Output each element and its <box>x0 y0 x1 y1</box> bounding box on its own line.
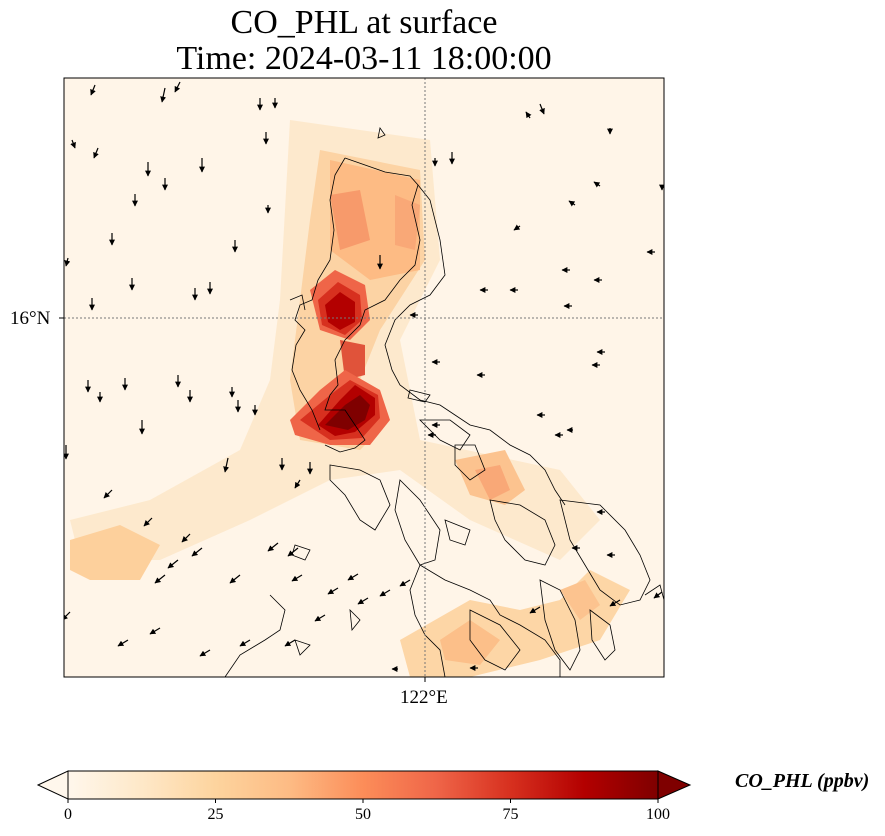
wind-arrow <box>284 639 296 647</box>
wind-arrow <box>90 84 96 96</box>
colorbar-tick-25: 25 <box>207 806 224 823</box>
wind-arrow <box>143 517 153 527</box>
wind-arrow <box>191 547 203 557</box>
wind-arrow <box>513 224 521 231</box>
wind-arrow <box>314 614 326 622</box>
wind-arrow <box>399 579 411 587</box>
wind-arrow <box>327 587 339 595</box>
wind-arrow <box>525 111 532 119</box>
concentration-field <box>70 120 630 677</box>
wind-arrow <box>568 200 576 207</box>
colorbar-tick-50: 50 <box>355 806 371 823</box>
wind-vectors <box>64 81 664 672</box>
wind-arrow <box>539 103 545 115</box>
colorbar-tick-100: 100 <box>646 806 670 823</box>
colorbar-tick-75: 75 <box>502 806 519 823</box>
colorbar-tick-0: 0 <box>64 806 72 823</box>
map-subtitle-time: Time: 2024-03-11 18:00:00 <box>176 40 552 77</box>
wind-arrow <box>199 649 211 657</box>
map-title: CO_PHL at surface <box>230 4 498 41</box>
colorbar-tick-marks <box>67 799 659 803</box>
wind-arrow <box>103 489 113 499</box>
wind-arrow <box>223 457 230 473</box>
wind-arrow <box>291 574 303 582</box>
wind-arrow <box>181 533 191 543</box>
wind-arrow <box>347 573 359 581</box>
wind-arrow <box>609 599 621 607</box>
wind-arrow <box>117 639 129 647</box>
colorbar-label: CO_PHL (ppbv) <box>735 770 870 792</box>
wind-arrow <box>294 479 301 489</box>
wind-arrow <box>70 139 76 149</box>
wind-arrow <box>174 81 181 93</box>
colorbar-extend-max <box>657 770 692 800</box>
colorbar <box>67 770 659 800</box>
wind-arrow <box>379 589 391 597</box>
wind-arrow <box>149 627 161 635</box>
wind-arrow <box>167 559 179 569</box>
lon-tick-label: 122°E <box>400 687 448 708</box>
lat-tick-label: 16°N <box>10 308 51 329</box>
wind-arrow <box>357 597 369 605</box>
wind-arrow <box>239 639 251 647</box>
wind-arrow <box>64 257 71 267</box>
wind-arrow <box>593 181 601 188</box>
colorbar-extend-min <box>36 770 69 800</box>
map-frame <box>63 77 665 678</box>
wind-arrow <box>529 606 541 614</box>
wind-arrow <box>154 574 166 584</box>
wind-arrow <box>229 574 241 584</box>
coastline <box>224 127 664 677</box>
wind-arrow <box>287 547 299 557</box>
wind-arrow <box>160 87 167 103</box>
wind-arrow <box>267 542 279 552</box>
wind-arrow <box>64 611 71 621</box>
wind-arrow <box>653 591 663 599</box>
wind-arrow <box>93 147 99 159</box>
